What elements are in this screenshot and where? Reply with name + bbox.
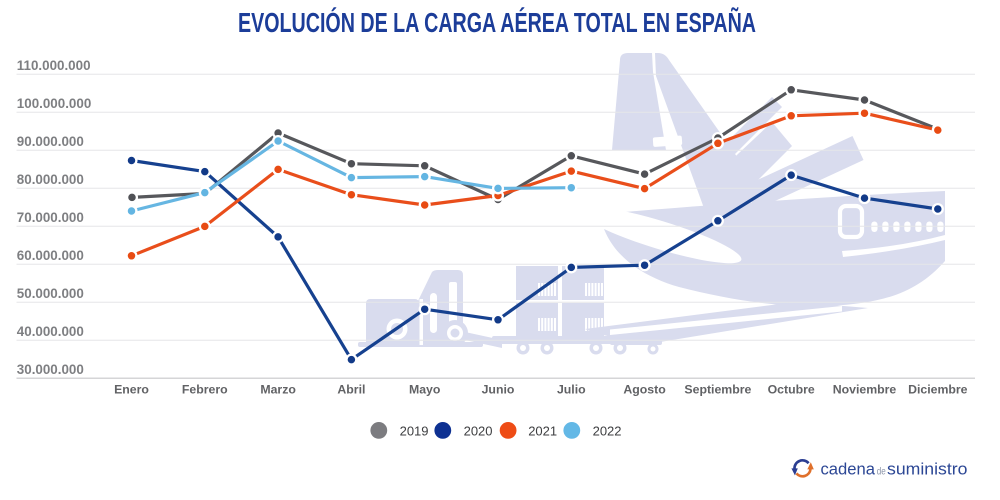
svg-text:80.000.000: 80.000.000 (17, 172, 84, 187)
svg-text:Diciembre: Diciembre (908, 383, 968, 397)
svg-text:Octubre: Octubre (768, 383, 815, 397)
svg-text:Junio: Junio (482, 383, 515, 397)
svg-text:2019: 2019 (400, 423, 429, 438)
svg-text:Abril: Abril (337, 383, 365, 397)
svg-text:suministro: suministro (887, 460, 968, 479)
svg-text:70.000.000: 70.000.000 (17, 210, 84, 225)
svg-text:cadena: cadena (821, 460, 876, 479)
svg-text:2022: 2022 (593, 423, 622, 438)
svg-text:Julio: Julio (557, 383, 586, 397)
svg-text:Noviembre: Noviembre (833, 383, 897, 397)
svg-text:EVOLUCIÓN DE LA CARGA AÉREA TO: EVOLUCIÓN DE LA CARGA AÉREA TOTAL EN ESP… (238, 7, 756, 38)
svg-text:Enero: Enero (114, 383, 149, 397)
svg-text:Mayo: Mayo (409, 383, 441, 397)
svg-text:Septiembre: Septiembre (684, 383, 751, 397)
svg-text:2020: 2020 (464, 423, 493, 438)
svg-text:30.000.000: 30.000.000 (17, 362, 84, 377)
svg-text:60.000.000: 60.000.000 (17, 248, 84, 263)
svg-text:Agosto: Agosto (623, 383, 666, 397)
svg-text:de: de (877, 467, 886, 478)
svg-text:Febrero: Febrero (182, 383, 228, 397)
svg-text:110.000.000: 110.000.000 (17, 58, 91, 73)
svg-text:50.000.000: 50.000.000 (17, 286, 84, 301)
svg-text:2021: 2021 (528, 423, 557, 438)
svg-text:100.000.000: 100.000.000 (17, 96, 91, 111)
svg-text:90.000.000: 90.000.000 (17, 134, 84, 149)
svg-text:Marzo: Marzo (260, 383, 296, 397)
svg-text:40.000.000: 40.000.000 (17, 324, 84, 339)
